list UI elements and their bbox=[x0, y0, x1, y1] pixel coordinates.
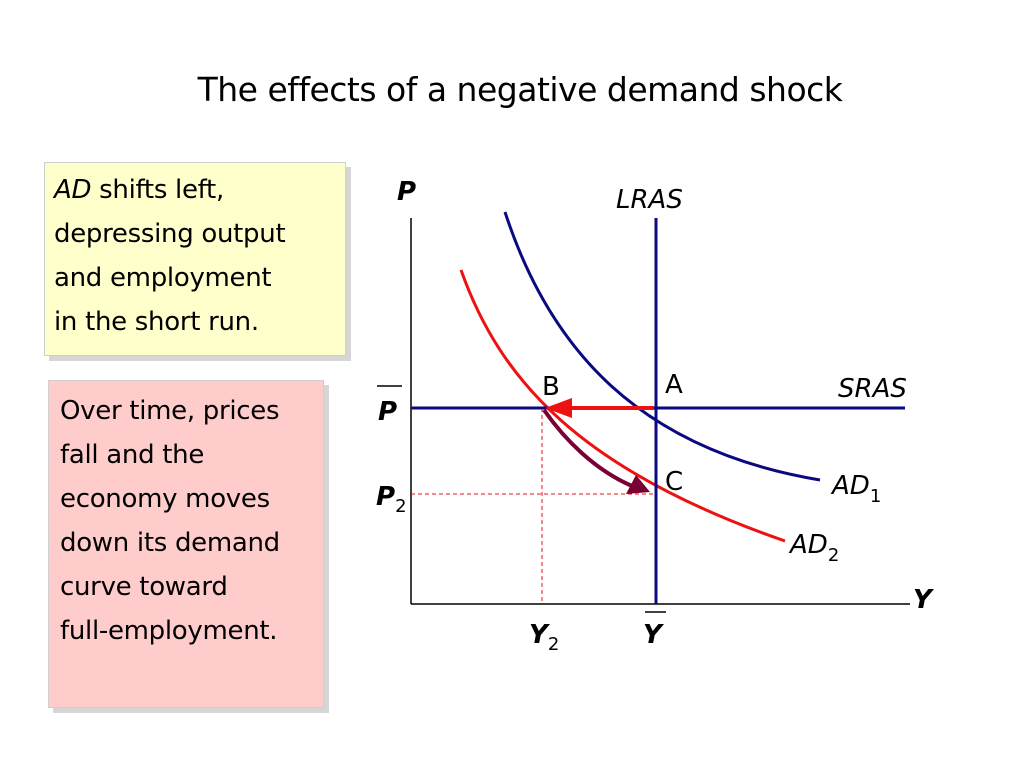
ad1-curve bbox=[503, 211, 821, 482]
ad2-curve bbox=[459, 269, 786, 543]
adjust-callout: Over time, prices fall and the economy m… bbox=[48, 380, 324, 708]
ad1-label: AD1 bbox=[830, 471, 881, 507]
shift-callout-line-3: and employment bbox=[54, 263, 272, 293]
adjust-callout-line-6: full-employment. bbox=[60, 616, 278, 646]
y-bar-label: Y bbox=[643, 620, 665, 650]
move-arrow-head bbox=[626, 475, 650, 494]
shift-callout-line-2: depressing output bbox=[54, 219, 286, 249]
shift-callout-line-1: AD shifts left, bbox=[54, 168, 345, 212]
p2-label-sub: 2 bbox=[395, 496, 406, 517]
y2-label-sub: 2 bbox=[548, 634, 559, 655]
p2-label: P2 bbox=[376, 482, 407, 517]
y2-label: Y2 bbox=[529, 620, 559, 655]
adjust-callout-line-3: economy moves bbox=[60, 484, 270, 514]
adjust-callout-line-5: curve toward bbox=[60, 572, 228, 602]
slide-title: The effects of a negative demand shock bbox=[197, 70, 843, 109]
ad1-label-sub: 1 bbox=[870, 486, 881, 507]
ad-term: AD bbox=[54, 175, 92, 205]
p-bar-label: P bbox=[378, 397, 397, 427]
sras-label: SRAS bbox=[838, 374, 907, 404]
y-axis-label: P bbox=[397, 177, 416, 207]
ad2-label: AD2 bbox=[788, 530, 839, 566]
point-a-label: A bbox=[665, 370, 683, 400]
shift-arrow-head bbox=[545, 398, 572, 418]
adjust-callout-line-4: down its demand bbox=[60, 528, 280, 558]
point-b-label: B bbox=[542, 372, 560, 402]
shift-callout-line-4: in the short run. bbox=[54, 307, 259, 337]
adjust-callout-line-2: fall and the bbox=[60, 440, 205, 470]
shift-callout: AD shifts left, depressing output and em… bbox=[44, 162, 346, 356]
move-arrow bbox=[542, 408, 633, 488]
ad2-label-main: AD bbox=[788, 530, 828, 560]
p2-label-main: P bbox=[376, 482, 395, 512]
point-c-label: C bbox=[665, 467, 683, 497]
x-axis-label: Y bbox=[913, 585, 935, 615]
y2-label-main: Y bbox=[529, 620, 551, 650]
lras-label: LRAS bbox=[616, 185, 683, 215]
adjust-callout-line-1: Over time, prices bbox=[60, 396, 280, 426]
ad1-label-main: AD bbox=[830, 471, 870, 501]
shift-callout-line-1-text: shifts left, bbox=[91, 175, 224, 205]
ad2-label-sub: 2 bbox=[828, 545, 839, 566]
